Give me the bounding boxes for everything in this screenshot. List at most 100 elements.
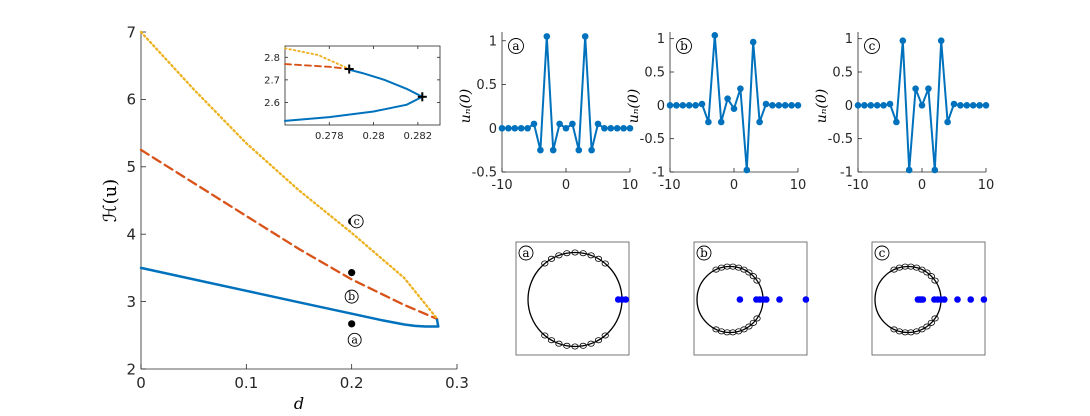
profile-b-ytick-label: 1	[657, 32, 665, 47]
profile-b-point	[685, 102, 693, 109]
floquet-c-real-eig	[980, 296, 988, 303]
profile-b-xtick-label: 10	[790, 178, 807, 193]
profile-c-label-circle	[864, 38, 880, 54]
profile-a-xtick-label: 0	[562, 178, 570, 193]
inset-ytick-label: 2.7	[264, 75, 280, 86]
profile-a-point	[549, 146, 557, 154]
profile-a-line	[502, 36, 630, 151]
floquet-a-panel: a	[515, 241, 630, 356]
floquet-b-real-eig	[802, 296, 810, 303]
floquet-c-circle-eig	[931, 277, 939, 284]
inset-series-branch-b	[284, 63, 351, 70]
profile-c-point	[861, 102, 868, 109]
profile-b-point	[769, 102, 776, 109]
profile-a-point	[543, 33, 551, 40]
floquet-a-real-eig	[622, 296, 630, 303]
floquet-b-frame	[693, 241, 808, 356]
profile-c-label-text: c	[869, 39, 876, 53]
floquet-c-circle-eig	[890, 326, 898, 333]
profile-b-point	[743, 166, 751, 174]
floquet-a-circle-eig	[541, 260, 549, 267]
profile-a-label-circle	[508, 38, 524, 54]
profile-a-point	[601, 124, 608, 132]
floquet-b-real-eig	[763, 296, 770, 303]
floquet-a-circle-eig	[601, 260, 609, 267]
profile-b-point	[711, 32, 719, 39]
floquet-c-real-eig	[941, 296, 948, 303]
series-branch-a	[139, 266, 440, 328]
floquet-c-real-eig	[967, 296, 974, 303]
main-ytick-label: 6	[126, 91, 136, 109]
floquet-b-circle-eig	[734, 328, 743, 335]
floquet-a-circle-eig	[594, 255, 603, 262]
floquet-c-circle-eig	[901, 263, 909, 270]
profile-c-point	[867, 102, 875, 109]
inset-ytick-label: 2.6	[264, 98, 280, 109]
profile-c-xtick-label: 10	[978, 178, 995, 193]
main-ytick-label: 3	[126, 293, 136, 311]
main-xtick-label: 0	[136, 374, 146, 392]
profile-c-point	[899, 37, 907, 44]
inset-series-branch-c	[284, 47, 351, 70]
profile-a-point	[607, 124, 615, 132]
profile-c-point	[976, 102, 983, 109]
profile-b-ytick-label: -1	[652, 166, 665, 181]
profile-c-point	[880, 102, 887, 109]
main-xtick-label: 0.3	[445, 374, 469, 392]
main-xtick-label: 0.1	[234, 374, 258, 392]
profile-a-point	[537, 146, 544, 154]
profile-a-ytick-label: 1	[489, 34, 497, 49]
profile-b-point	[692, 102, 699, 109]
floquet-c-circle-eig	[923, 269, 931, 276]
profile-c-ylabel: uₙ(0)	[814, 89, 830, 124]
floquet-a-label-circle	[518, 245, 534, 261]
floquet-b-circle-eig	[745, 323, 753, 330]
floquet-b-label-circle	[696, 245, 712, 261]
main-ytick-label: 7	[126, 23, 136, 41]
profile-b-point	[717, 118, 725, 126]
main-label-b-text: b	[348, 290, 355, 303]
profile-a-point	[588, 146, 595, 154]
profile-b-ylabel: uₙ(0)	[626, 89, 642, 124]
inset-xtick-label: 0.278	[315, 131, 344, 142]
profile-a-point	[626, 124, 634, 132]
series-branch-b	[139, 148, 439, 320]
floquet-c-circle-eig	[907, 263, 915, 270]
floquet-c-circle-eig	[912, 328, 921, 335]
floquet-a-circle-eig	[579, 342, 587, 349]
floquet-c-circle-eig	[907, 329, 915, 336]
profile-a-ytick-label: 0.5	[476, 78, 497, 93]
profile-a-label-text: a	[512, 39, 519, 53]
floquet-a-circle-eig	[563, 250, 571, 257]
profile-c-ytick-label: -0.5	[828, 132, 853, 147]
floquet-a-circle-eig	[555, 340, 563, 347]
profile-c-point	[905, 166, 913, 174]
floquet-c-circle-eig	[890, 266, 898, 273]
main-label-b-circle	[344, 289, 359, 304]
profile-b-label-text: b	[680, 39, 688, 53]
inset-zoom-panel: 0.278 0.28 0.282 2.6 2.7 2.8	[264, 45, 441, 142]
profile-b-label-circle	[676, 38, 692, 54]
profile-b-point	[673, 102, 680, 109]
profile-a-point	[613, 124, 621, 132]
profile-c-point	[925, 85, 932, 92]
profile-b-point	[749, 38, 757, 46]
floquet-b-real-eig	[776, 296, 783, 303]
profile-a-point	[562, 124, 570, 132]
inset-xtick-label: 0.282	[404, 131, 433, 142]
floquet-b-circle-eig	[712, 326, 720, 333]
profile-c-ytick-label: 1	[845, 32, 853, 47]
inset-background	[285, 46, 440, 125]
profile-c-point	[957, 102, 964, 109]
profile-a-ytick-label: 0	[489, 122, 497, 137]
profile-c-point	[982, 102, 990, 109]
profile-b-point	[788, 102, 795, 109]
profile-c-point	[912, 85, 919, 92]
floquet-b-circle-eig	[729, 263, 737, 270]
floquet-c-circle-eig	[923, 323, 931, 330]
profile-b-point	[724, 95, 731, 102]
profile-a-point	[530, 120, 538, 128]
floquet-c-real-eig	[954, 296, 961, 303]
profile-a-point	[556, 120, 563, 128]
